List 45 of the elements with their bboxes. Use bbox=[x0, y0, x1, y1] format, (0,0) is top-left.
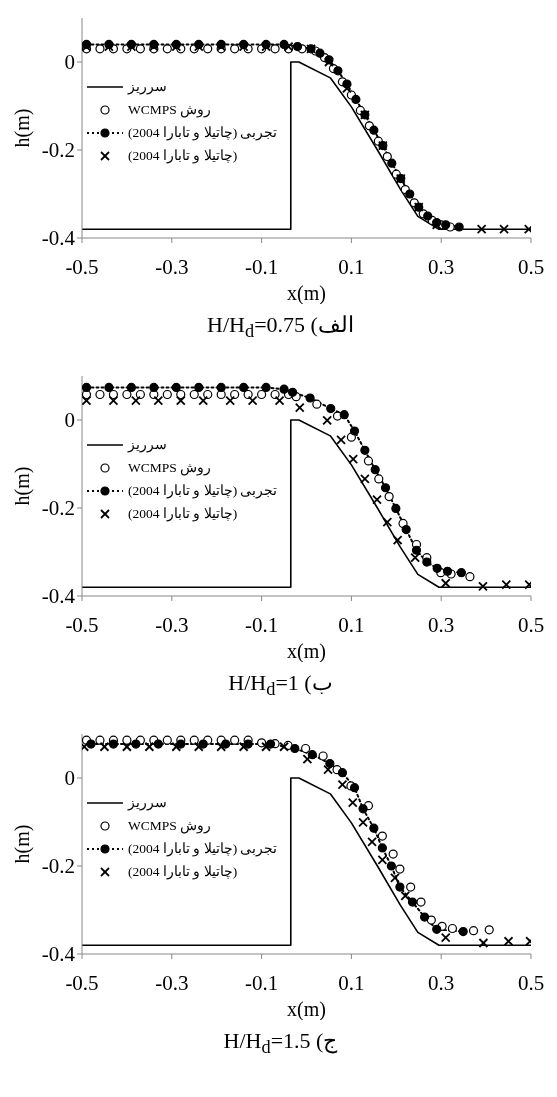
y-tick-label: 0 bbox=[64, 766, 75, 791]
legend-label: سرریز bbox=[128, 78, 167, 96]
x-tick-label: -0.5 bbox=[65, 254, 99, 279]
legend-label: سرریز bbox=[128, 794, 167, 812]
x-axis-title: x(m) bbox=[287, 998, 326, 1021]
y-tick-label: -0.2 bbox=[41, 138, 75, 163]
x-tick-label: 0.5 bbox=[517, 254, 545, 279]
x-tick-label: 0.3 bbox=[428, 254, 455, 279]
legend-label: سرریز bbox=[128, 436, 167, 454]
x-axis-title: x(m) bbox=[287, 640, 326, 663]
x-tick-label: 0.1 bbox=[338, 254, 365, 279]
x-tick-label: 0.1 bbox=[338, 970, 365, 995]
legend-label: (چاتیلا و تابارا 2004) bbox=[128, 505, 238, 523]
y-tick-label: -0.4 bbox=[41, 942, 76, 967]
y-tick-label: -0.2 bbox=[41, 496, 75, 521]
x-tick-label: -0.5 bbox=[65, 612, 99, 637]
x-tick-label: -0.3 bbox=[155, 612, 189, 637]
x-tick-label: -0.1 bbox=[244, 254, 279, 279]
x-axis-title: x(m) bbox=[287, 282, 326, 305]
x-tick-label: -0.3 bbox=[155, 970, 189, 995]
x-tick-label: 0.3 bbox=[428, 612, 455, 637]
x-tick-label: -0.1 bbox=[244, 612, 279, 637]
y-tick-label: -0.4 bbox=[41, 584, 76, 609]
legend-label: تجربی (چاتیلا و تابارا 2004) bbox=[128, 124, 278, 142]
y-tick-label: -0.4 bbox=[41, 226, 76, 251]
x-tick-label: 0.1 bbox=[338, 612, 365, 637]
x-tick-label: -0.5 bbox=[65, 970, 99, 995]
legend-label: (چاتیلا و تابارا 2004) bbox=[128, 147, 238, 165]
legend-label: روش WCMPS bbox=[128, 459, 212, 477]
legend-label: تجربی (چاتیلا و تابارا 2004) bbox=[128, 482, 278, 500]
y-axis-title: h(m) bbox=[11, 108, 35, 148]
x-tick-label: -0.3 bbox=[155, 254, 189, 279]
legend-label: روش WCMPS bbox=[128, 101, 212, 119]
x-tick-label: 0.3 bbox=[428, 970, 455, 995]
y-axis-title: h(m) bbox=[11, 466, 35, 506]
y-axis-title: h(m) bbox=[11, 824, 35, 864]
x-tick-label: 0.5 bbox=[517, 612, 545, 637]
y-tick-label: -0.2 bbox=[41, 854, 75, 879]
y-tick-label: 0 bbox=[64, 408, 75, 433]
legend-label: تجربی (چاتیلا و تابارا 2004) bbox=[128, 840, 278, 858]
legend-label: (چاتیلا و تابارا 2004) bbox=[128, 863, 238, 881]
legend-label: روش WCMPS bbox=[128, 817, 212, 835]
x-tick-label: 0.5 bbox=[517, 970, 545, 995]
x-tick-label: -0.1 bbox=[244, 970, 279, 995]
y-tick-label: 0 bbox=[64, 50, 75, 75]
